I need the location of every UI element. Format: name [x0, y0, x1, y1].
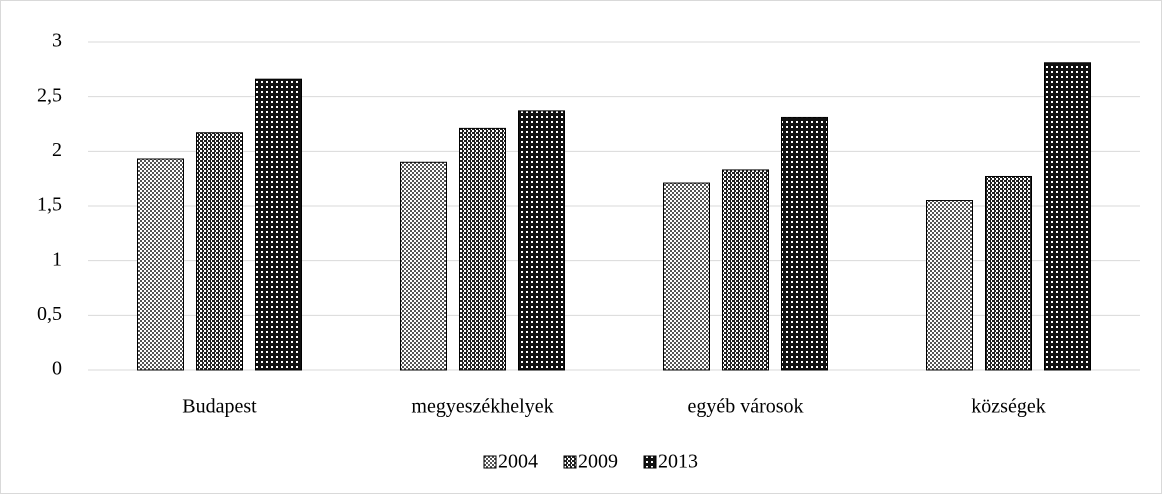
legend-label: 2004 — [498, 451, 538, 473]
bar — [663, 182, 710, 371]
bar — [518, 110, 565, 371]
bar — [722, 169, 769, 371]
legend-swatch — [483, 455, 497, 469]
legend-label: 2013 — [658, 451, 698, 473]
bar — [196, 132, 243, 371]
bar — [255, 78, 302, 371]
y-tick-label: 3 — [52, 30, 62, 52]
bar — [400, 161, 447, 371]
legend-swatch — [563, 455, 577, 469]
y-tick-label: 1,5 — [37, 194, 62, 216]
legend-label: 2009 — [578, 451, 618, 473]
bar — [985, 175, 1032, 371]
y-tick-label: 2,5 — [37, 84, 62, 106]
y-tick-label: 0 — [52, 358, 62, 380]
y-tick-label: 1 — [52, 248, 62, 270]
legend-swatch — [643, 455, 657, 469]
x-tick-label: egyéb városok — [687, 396, 803, 418]
x-tick-label: községek — [971, 396, 1045, 418]
bar — [926, 200, 973, 371]
x-tick-label: Budapest — [182, 396, 257, 418]
x-tick-label: megyeszékhelyek — [411, 396, 553, 418]
bar — [781, 116, 828, 371]
bar — [137, 158, 184, 371]
bar — [459, 127, 506, 371]
bar — [1044, 62, 1091, 371]
y-tick-label: 0,5 — [37, 303, 62, 325]
y-tick-label: 2 — [52, 139, 62, 161]
